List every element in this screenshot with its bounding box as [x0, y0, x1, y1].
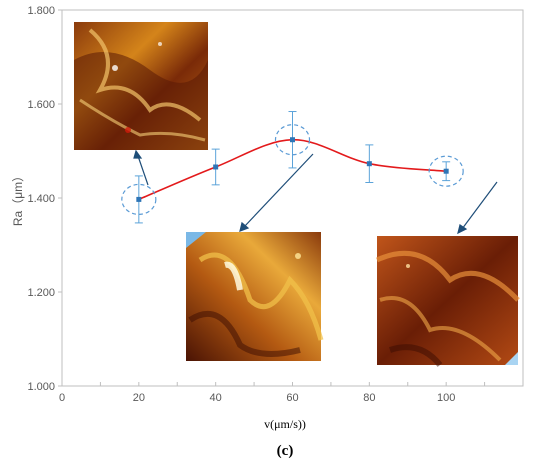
x-tick-label: 40 — [210, 392, 222, 404]
x-tick-label: 100 — [437, 392, 455, 404]
data-point — [290, 137, 295, 143]
x-tick-label: 20 — [133, 392, 145, 404]
inset-arrows — [133, 149, 498, 235]
afm-inset-100 — [375, 236, 520, 367]
afm-inset-20 — [74, 22, 208, 150]
data-point — [443, 168, 449, 174]
y-tick-label: 1.600 — [27, 99, 55, 111]
y-tick-label: 1.200 — [27, 287, 55, 299]
data-point — [213, 164, 219, 170]
afm-inset-60 — [186, 232, 324, 361]
y-axis-ticks: 1.000 1.200 1.400 1.600 1.800 — [27, 5, 62, 393]
highlight-circle — [121, 183, 157, 216]
highlight-circle — [428, 155, 464, 187]
y-axis-title: Ra（μm） — [11, 170, 25, 226]
x-axis-title: v(μm/s)) — [264, 417, 306, 431]
series-layer — [121, 111, 464, 224]
y-tick-label: 1.000 — [27, 381, 55, 393]
x-tick-label: 80 — [363, 392, 375, 404]
figure-caption: (c) — [277, 443, 294, 459]
x-axis-ticks: 0 20 40 60 80 100 — [59, 382, 524, 404]
x-tick-label: 60 — [286, 392, 298, 404]
x-tick-label: 0 — [59, 392, 65, 404]
y-tick-label: 1.400 — [27, 193, 55, 205]
data-point — [366, 161, 372, 167]
y-tick-label: 1.800 — [27, 5, 55, 17]
data-point — [136, 196, 142, 202]
highlight-circle — [274, 124, 311, 156]
